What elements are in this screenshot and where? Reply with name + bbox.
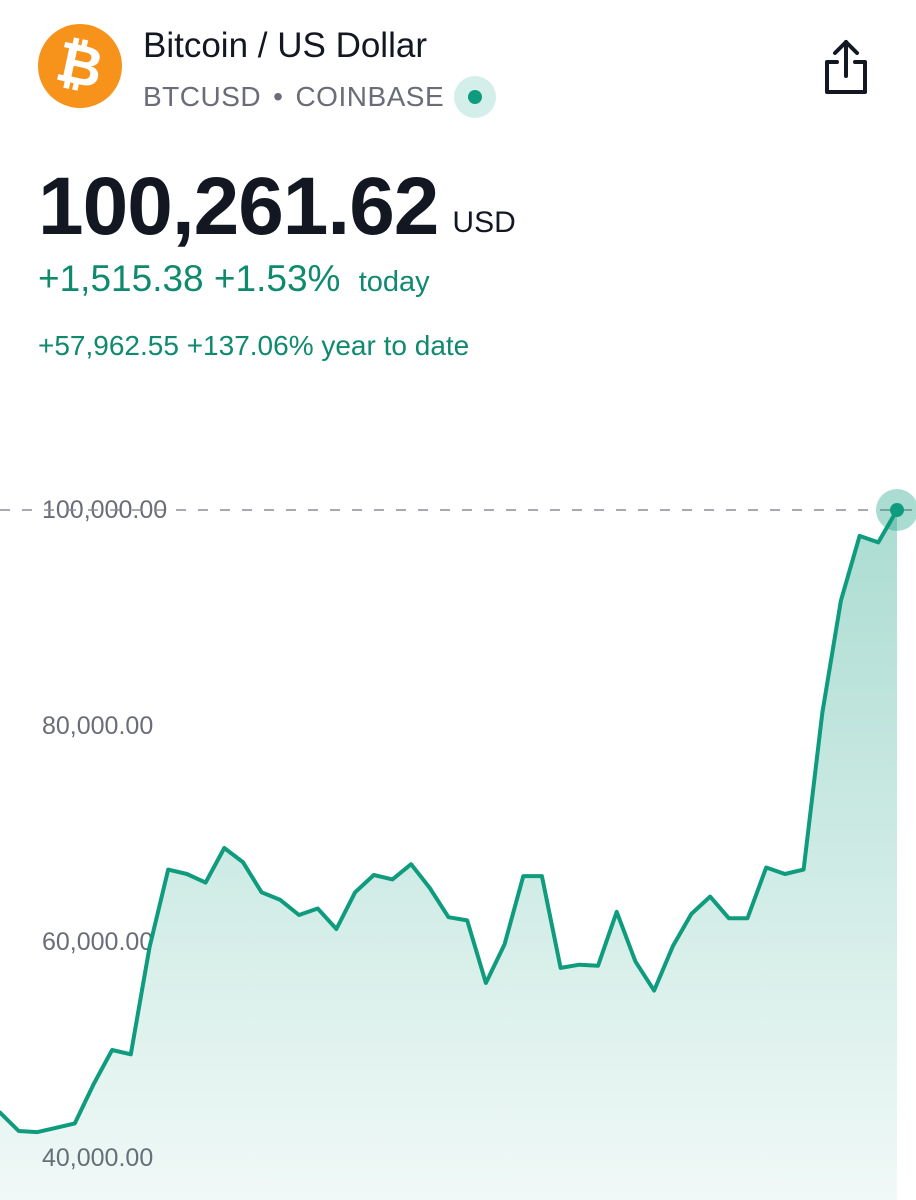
- bitcoin-logo-icon: ₿: [38, 24, 122, 108]
- page-title: Bitcoin / US Dollar: [143, 26, 427, 65]
- y-tick-label-bg: [38, 705, 178, 741]
- market-status-icon: [454, 76, 497, 118]
- share-icon[interactable]: [818, 38, 874, 98]
- y-tick-label: 100,000.00: [42, 496, 167, 524]
- y-tick-label: 60,000.00: [42, 928, 153, 956]
- price-currency: USD: [452, 206, 516, 239]
- exchange-label: COINBASE: [295, 81, 445, 112]
- y-tick-label-bg: [38, 921, 178, 957]
- last-price: 100,261.62 USD: [38, 160, 516, 254]
- price-area-fill: [0, 510, 897, 1200]
- header: ₿ Bitcoin / US Dollar BTCUSD • COINBASE: [0, 0, 916, 140]
- y-tick-label-bg: [38, 489, 178, 525]
- today-change: +1,515.38 +1.53% today: [38, 258, 430, 300]
- price-line: [0, 508, 899, 1135]
- today-change-value: +1,515.38 +1.53%: [38, 258, 341, 299]
- price-block: 100,261.62 USD: [38, 160, 516, 254]
- bitcoin-symbol: ₿: [51, 28, 109, 101]
- price-value: 100,261.62: [38, 161, 439, 252]
- symbol-subtitle: BTCUSD • COINBASE: [143, 76, 497, 118]
- ytd-change: +57,962.55 +137.06% year to date: [38, 330, 470, 361]
- ticker-label: BTCUSD: [143, 81, 262, 112]
- last-point-marker: [890, 503, 904, 517]
- separator-dot: •: [273, 81, 284, 112]
- today-change-label: today: [358, 266, 430, 298]
- y-tick-label: 80,000.00: [42, 712, 153, 740]
